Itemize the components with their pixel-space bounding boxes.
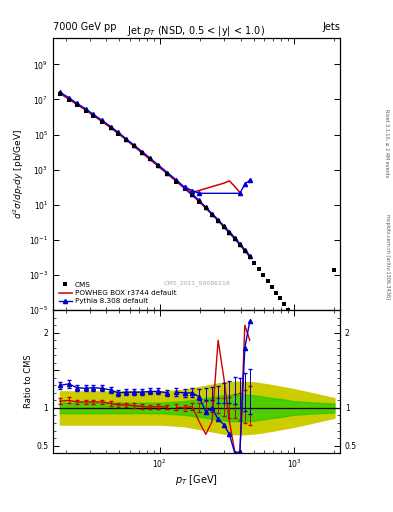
Text: CMS_2011_S9086218: CMS_2011_S9086218: [163, 280, 230, 286]
Y-axis label: Ratio to CMS: Ratio to CMS: [24, 355, 33, 409]
Legend: CMS, POWHEG BOX r3744 default, Pythia 8.308 default: CMS, POWHEG BOX r3744 default, Pythia 8.…: [57, 280, 178, 307]
Y-axis label: $d^{2}\sigma/dp_{T}dy$ [pb/GeV]: $d^{2}\sigma/dp_{T}dy$ [pb/GeV]: [12, 129, 26, 219]
X-axis label: $p_{T}$ [GeV]: $p_{T}$ [GeV]: [175, 473, 218, 487]
Text: Rivet 3.1.10, ≥ 2.4M events: Rivet 3.1.10, ≥ 2.4M events: [385, 109, 389, 178]
Title: Jet $p_{T}$ (NSD, 0.5 < |y| < 1.0): Jet $p_{T}$ (NSD, 0.5 < |y| < 1.0): [127, 25, 266, 38]
Text: 7000 GeV pp: 7000 GeV pp: [53, 22, 117, 32]
Text: mcplots.cern.ch [arXiv:1306.3436]: mcplots.cern.ch [arXiv:1306.3436]: [385, 214, 389, 298]
Text: Jets: Jets: [322, 22, 340, 32]
